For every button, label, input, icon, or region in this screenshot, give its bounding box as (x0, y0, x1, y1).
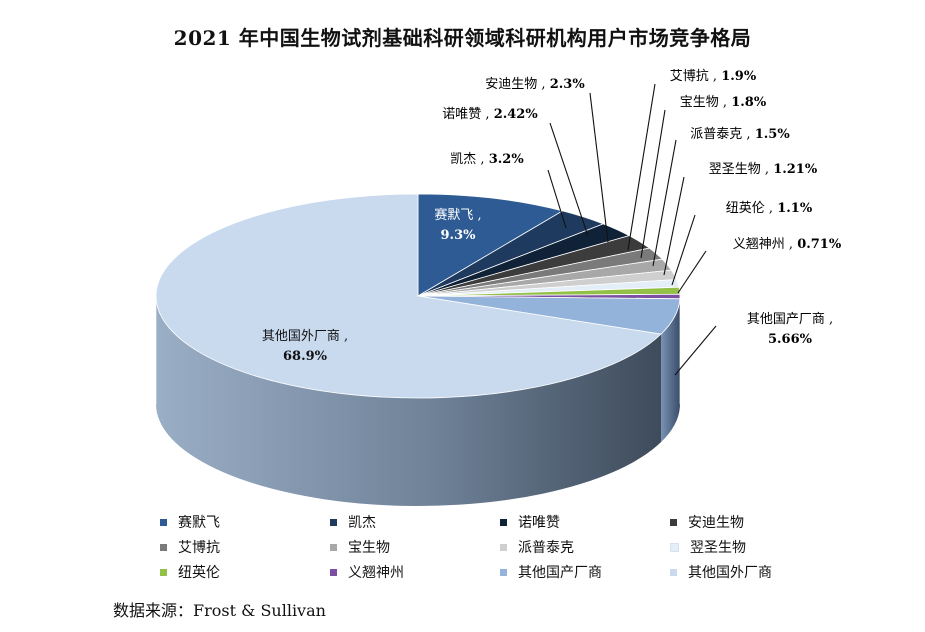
leader-line-8 (671, 214, 696, 286)
callout-label-7: 翌圣生物 , 1.21% (709, 162, 818, 177)
leader-line-3 (589, 92, 609, 243)
pie-side-wall (155, 296, 681, 506)
legend-swatch (160, 568, 167, 576)
legend-item: 纽英伦 (160, 562, 220, 582)
legend-swatch (670, 568, 677, 576)
legend-label: 宝生物 (348, 540, 390, 556)
pie-side-10 (660, 298, 680, 443)
pie-side-11 (156, 296, 661, 506)
leader-line-6 (652, 139, 677, 267)
leader-line-7 (663, 176, 685, 276)
slice-label-name-11: 其他国外厂商 , (262, 329, 348, 344)
callout-label-6: 派普泰克 , 1.5% (690, 127, 790, 142)
legend-item: 其他国产厂商 (500, 562, 602, 582)
leader-line-4 (627, 83, 656, 251)
legend-swatch (670, 518, 677, 526)
legend-item: 凯杰 (330, 512, 376, 532)
legend-item: 派普泰克 (500, 537, 574, 557)
legend-swatch (500, 518, 507, 526)
callout-name-10: 其他国产厂商 , (747, 312, 833, 327)
legend-label: 诺唯赞 (518, 515, 560, 531)
callout-label-8: 纽英伦 , 1.1% (726, 201, 813, 216)
legend-item: 翌圣生物 (670, 537, 746, 557)
legend-item: 赛默飞 (160, 512, 220, 532)
legend-swatch (160, 518, 167, 526)
legend-label: 凯杰 (348, 515, 376, 531)
leader-line-9 (677, 250, 707, 294)
legend-item: 艾博抗 (160, 537, 220, 557)
legend-item: 义翘神州 (330, 562, 404, 582)
legend-label: 赛默飞 (178, 515, 220, 531)
legend-label: 其他国产厂商 (518, 565, 602, 581)
pie-top (155, 193, 681, 399)
legend-swatch (330, 518, 337, 526)
legend-swatch (160, 543, 167, 551)
legend-label: 翌圣生物 (690, 540, 746, 556)
callout-label-5: 宝生物 , 1.8% (680, 95, 767, 110)
legend-item: 宝生物 (330, 537, 390, 557)
legend-swatch (670, 542, 679, 552)
legend-label: 安迪生物 (688, 515, 744, 531)
legend-item: 其他国外厂商 (670, 562, 772, 582)
legend-swatch (500, 568, 507, 576)
legend-label: 其他国外厂商 (688, 565, 772, 581)
legend-label: 义翘神州 (348, 565, 404, 581)
chart-title: 2021 年中国生物试剂基础科研领域科研机构用户市场竞争格局 (173, 26, 752, 50)
callout-label-2: 诺唯赞 , 2.42% (442, 107, 538, 122)
leader-line-5 (640, 109, 666, 259)
leader-line-1 (547, 169, 567, 229)
pie-slice-0 (417, 193, 564, 297)
leader-line-2 (549, 122, 589, 237)
legend-item: 诺唯赞 (500, 512, 560, 532)
source-note: 数据来源：Frost & Sullivan (113, 601, 326, 620)
legend-swatch (330, 568, 337, 576)
callout-value-10: 5.66% (768, 332, 813, 347)
legend-item: 安迪生物 (670, 512, 744, 532)
callout-label-4: 艾博抗 , 1.9% (670, 69, 757, 84)
pie-side-edges (155, 296, 681, 404)
leader-line-10 (674, 325, 717, 376)
pie-slice-11 (155, 193, 662, 399)
slice-label-value-0: 9.3% (441, 228, 477, 243)
callout-label-1: 凯杰 , 3.2% (450, 152, 524, 167)
legend-label: 派普泰克 (518, 540, 574, 556)
legend-label: 艾博抗 (178, 540, 220, 556)
slice-label-name-0: 赛默飞 , (434, 207, 481, 223)
legend-swatch (330, 543, 337, 551)
legend-label: 纽英伦 (178, 565, 220, 581)
callout-label-9: 义翘神州 , 0.71% (733, 237, 842, 252)
slice-label-value-11: 68.9% (283, 349, 328, 364)
pie-callouts: 赛默飞 , 9.3% 其他国外厂商 , 68.9% 安迪生物 , 2.3% 诺唯赞 , 2… (262, 69, 842, 376)
legend-swatch (500, 543, 507, 551)
callout-label-3: 安迪生物 , 2.3% (485, 77, 585, 92)
